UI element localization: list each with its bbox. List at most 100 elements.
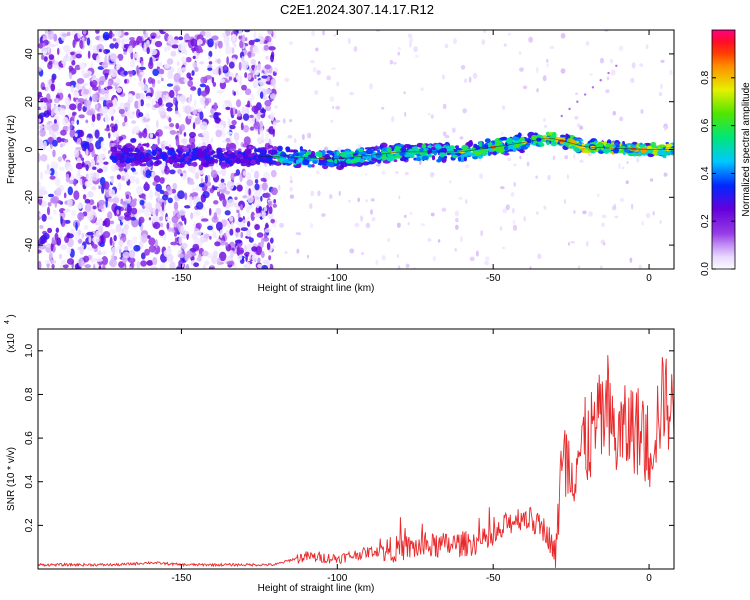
heatmap-cell (531, 134, 538, 141)
x-tick-label: 0 (646, 573, 652, 584)
heatmap-cell (258, 206, 263, 212)
heatmap-cell (55, 39, 59, 47)
heatmap-cell (262, 158, 268, 162)
heatmap-cell (190, 86, 197, 91)
heatmap-cell (375, 259, 379, 265)
heatmap-cell (56, 136, 62, 143)
heatmap-cell (198, 183, 205, 188)
heatmap-cell (129, 239, 138, 245)
heatmap-cell (397, 144, 405, 147)
heatmap-cell (547, 174, 551, 181)
y-axis-label: SNR (10 * v/v) (6, 447, 17, 511)
heatmap-cell (228, 142, 236, 149)
heatmap-cell (137, 99, 141, 109)
heatmap-cell (258, 156, 264, 163)
heatmap-cell (606, 76, 610, 81)
heatmap-cell (241, 84, 247, 91)
heatmap-cell (94, 129, 100, 139)
heatmap-cell (163, 125, 171, 130)
heatmap-cell (77, 102, 82, 112)
heatmap-cell (170, 149, 176, 156)
heatmap-cell (115, 64, 120, 70)
heatmap-cell (204, 98, 210, 106)
heatmap-cell (272, 84, 277, 89)
heatmap-cell (462, 108, 468, 114)
heatmap-cell (98, 265, 102, 269)
heatmap-cell (255, 69, 260, 76)
heatmap-cell (518, 51, 522, 55)
heatmap-cell (484, 138, 491, 143)
heatmap-cell (500, 186, 505, 190)
heatmap-cell (112, 241, 115, 247)
heatmap-cell (234, 230, 241, 238)
y-axis-label: Frequency (Hz) (6, 115, 17, 184)
heatmap-cell (74, 148, 80, 158)
heatmap-cell (104, 116, 111, 123)
heatmap-cell (131, 168, 136, 173)
heatmap-cell (196, 201, 204, 210)
heatmap-cell (444, 134, 450, 139)
heatmap-cell (117, 245, 123, 250)
heatmap-cell (71, 59, 76, 66)
heatmap-cell (259, 147, 267, 150)
heatmap-cell (40, 154, 48, 162)
heatmap-cell (218, 152, 224, 158)
heatmap-cell (270, 218, 275, 224)
heatmap-cell (113, 97, 118, 106)
heatmap-cell (178, 150, 182, 156)
heatmap-cell (281, 159, 290, 164)
heatmap-cell (198, 48, 204, 53)
heatmap-cell (202, 190, 210, 199)
heatmap-cell (38, 51, 44, 55)
heatmap-cell (631, 203, 634, 210)
heatmap-cell (116, 144, 122, 149)
heatmap-cell (96, 168, 103, 174)
heatmap-cell (104, 73, 108, 80)
heatmap-cell (270, 78, 276, 86)
heatmap-cell (642, 143, 646, 147)
heatmap-cell (151, 78, 156, 85)
heatmap-cell (263, 44, 269, 51)
heatmap-cell (138, 112, 144, 118)
heatmap-cell (47, 125, 51, 131)
heatmap-cell (141, 163, 146, 167)
heatmap-cell (148, 60, 154, 70)
heatmap-cell (502, 208, 507, 214)
heatmap-cell (418, 148, 424, 152)
heatmap-cell (85, 136, 94, 143)
heatmap-cell (38, 66, 42, 72)
heatmap-cell (140, 260, 147, 267)
heatmap-cell (109, 43, 115, 49)
heatmap-cell (61, 116, 69, 127)
heatmap-cell (219, 78, 226, 84)
heatmap-cell (546, 141, 550, 146)
heatmap-cell (53, 209, 57, 215)
heatmap-cell (159, 208, 163, 215)
heatmap-cell (448, 180, 452, 184)
heatmap-cell (513, 163, 517, 167)
heatmap-cell (172, 210, 178, 214)
heatmap-cell (52, 149, 56, 158)
heatmap-cell (542, 118, 546, 122)
heatmap-cell (273, 199, 277, 204)
heatmap-cell (112, 132, 119, 138)
heatmap-cell (95, 30, 100, 34)
heatmap-cell (202, 264, 207, 269)
heatmap-cell (473, 143, 478, 149)
heatmap-cell (164, 63, 171, 69)
heatmap-cell (130, 207, 138, 215)
heatmap-cell (77, 229, 82, 236)
heatmap-cell (148, 155, 154, 159)
heatmap-cell (430, 212, 435, 217)
heatmap-cell (472, 72, 478, 79)
heatmap-cell (63, 138, 69, 143)
heatmap-cell (136, 65, 139, 75)
heatmap-cell (597, 142, 604, 147)
heatmap-cell (47, 216, 54, 220)
y-tick-label: -20 (24, 190, 35, 205)
heatmap-cell (107, 211, 113, 220)
colorbar-label: Normalized spectral amplitude (741, 82, 750, 217)
heatmap-cell (51, 237, 55, 245)
heatmap-cell (113, 234, 117, 242)
